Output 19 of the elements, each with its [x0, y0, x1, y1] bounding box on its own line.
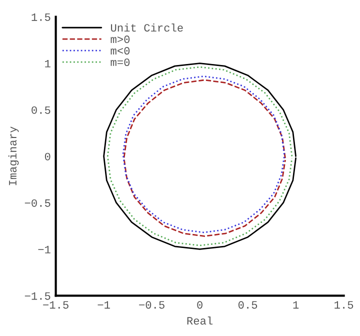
x-axis-title: Real	[187, 316, 213, 325]
y-tick-label: −1	[38, 246, 50, 254]
x-tick-label: −1	[98, 301, 110, 309]
x-tick-label: −0.5	[139, 301, 164, 309]
legend-label: m>0	[110, 36, 130, 44]
legend-label: m=0	[110, 58, 130, 66]
legend-label: Unit Circle	[111, 23, 183, 32]
x-tick-label: 0.5	[238, 301, 258, 309]
y-tick-label: 1	[45, 60, 50, 68]
y-tick-label: −0.5	[24, 199, 50, 207]
legend-label: m<0	[110, 47, 130, 55]
y-tick-label: 1.5	[32, 14, 50, 21]
y-tick-label: −1.5	[24, 292, 50, 300]
x-tick-label: 0	[197, 301, 202, 309]
x-tick-label: 1.5	[334, 301, 354, 309]
y-tick-label: 0.5	[32, 106, 50, 114]
x-tick-label: 1	[293, 301, 299, 309]
y-tick-label: 0	[44, 152, 50, 160]
y-axis-title: Imaginary	[8, 126, 19, 186]
